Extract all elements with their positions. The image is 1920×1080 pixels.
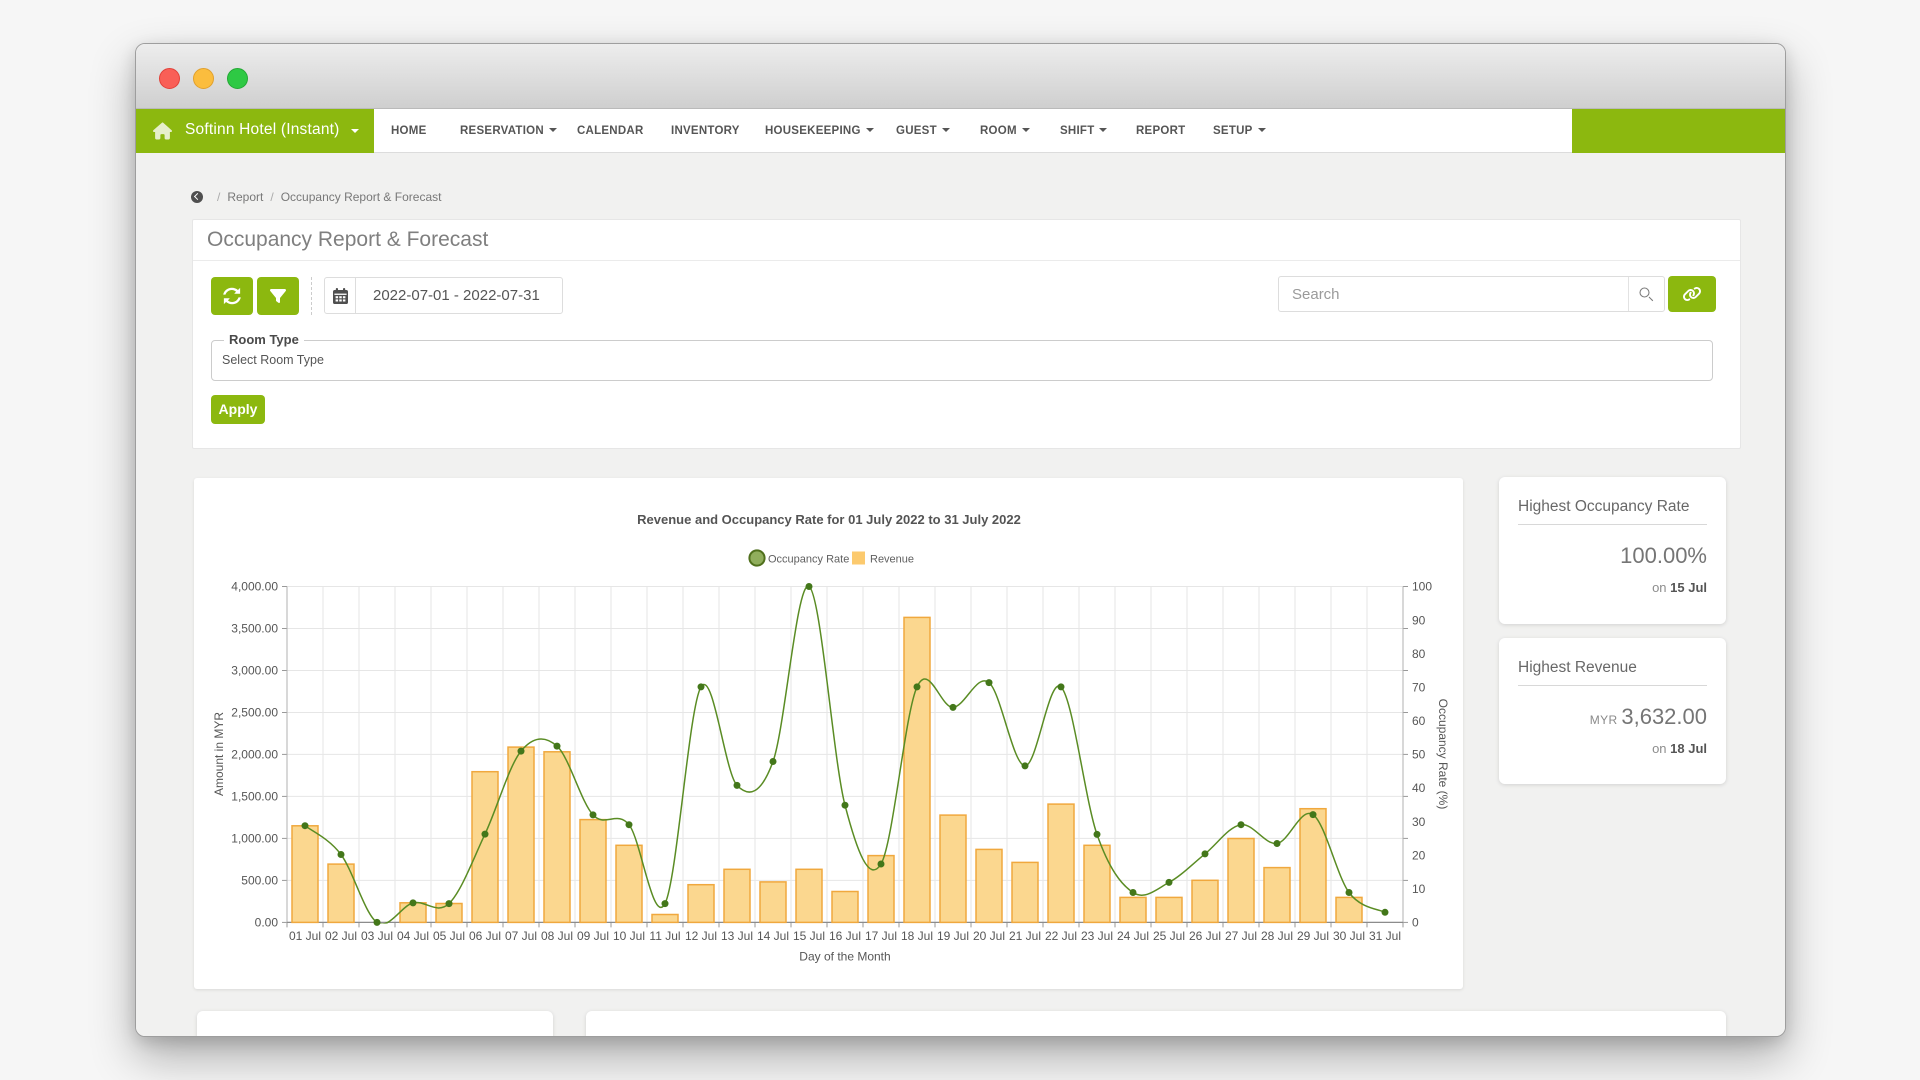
svg-text:20 Jul: 20 Jul [973,929,1005,943]
svg-text:05 Jul: 05 Jul [433,929,465,943]
svg-text:20: 20 [1412,848,1426,862]
svg-text:500.00: 500.00 [241,874,278,888]
svg-text:27 Jul: 27 Jul [1225,929,1257,943]
svg-text:25 Jul: 25 Jul [1153,929,1185,943]
svg-text:11 Jul: 11 Jul [649,929,680,943]
svg-text:09 Jul: 09 Jul [577,929,609,943]
svg-text:Revenue: Revenue [870,554,914,566]
svg-text:80: 80 [1412,647,1426,661]
svg-text:13 Jul: 13 Jul [721,929,753,943]
svg-text:60: 60 [1412,714,1426,728]
svg-text:17 Jul: 17 Jul [865,929,897,943]
svg-text:2,000.00: 2,000.00 [231,748,278,762]
svg-text:Occupancy Rate (%): Occupancy Rate (%) [1436,699,1450,810]
svg-text:2,500.00: 2,500.00 [231,706,278,720]
svg-text:40: 40 [1412,781,1426,795]
svg-text:19 Jul: 19 Jul [937,929,969,943]
svg-text:15 Jul: 15 Jul [793,929,825,943]
svg-text:Amount in MYR: Amount in MYR [212,712,226,796]
svg-text:28 Jul: 28 Jul [1261,929,1293,943]
svg-text:14 Jul: 14 Jul [757,929,789,943]
svg-text:31 Jul: 31 Jul [1369,929,1401,943]
svg-text:4,000.00: 4,000.00 [231,580,278,594]
svg-text:04 Jul: 04 Jul [397,929,429,943]
svg-text:30: 30 [1412,815,1426,829]
svg-text:08 Jul: 08 Jul [541,929,573,943]
svg-text:3,000.00: 3,000.00 [231,664,278,678]
svg-text:90: 90 [1412,613,1426,627]
svg-text:29 Jul: 29 Jul [1297,929,1329,943]
svg-text:24 Jul: 24 Jul [1117,929,1149,943]
svg-text:Day of the Month: Day of the Month [799,949,890,963]
svg-text:Revenue and Occupancy Rate for: Revenue and Occupancy Rate for 01 July 2… [637,512,1021,527]
svg-text:50: 50 [1412,748,1426,762]
svg-text:30 Jul: 30 Jul [1333,929,1365,943]
svg-text:1,000.00: 1,000.00 [231,832,278,846]
svg-text:Occupancy Rate: Occupancy Rate [768,554,849,566]
svg-text:18 Jul: 18 Jul [901,929,933,943]
svg-text:26 Jul: 26 Jul [1189,929,1221,943]
svg-text:3,500.00: 3,500.00 [231,622,278,636]
svg-text:23 Jul: 23 Jul [1081,929,1113,943]
svg-text:22 Jul: 22 Jul [1045,929,1077,943]
svg-text:100: 100 [1412,580,1432,594]
svg-text:21 Jul: 21 Jul [1009,929,1041,943]
svg-text:02 Jul: 02 Jul [325,929,357,943]
svg-text:10 Jul: 10 Jul [613,929,645,943]
svg-text:0.00: 0.00 [255,916,279,930]
svg-text:07 Jul: 07 Jul [505,929,537,943]
svg-text:01 Jul: 01 Jul [289,929,321,943]
svg-text:1,500.00: 1,500.00 [231,790,278,804]
svg-text:12 Jul: 12 Jul [685,929,717,943]
svg-text:16 Jul: 16 Jul [829,929,861,943]
svg-text:70: 70 [1412,681,1426,695]
svg-text:0: 0 [1412,916,1419,930]
svg-text:10: 10 [1412,882,1426,896]
svg-text:06 Jul: 06 Jul [469,929,501,943]
svg-text:03 Jul: 03 Jul [361,929,393,943]
